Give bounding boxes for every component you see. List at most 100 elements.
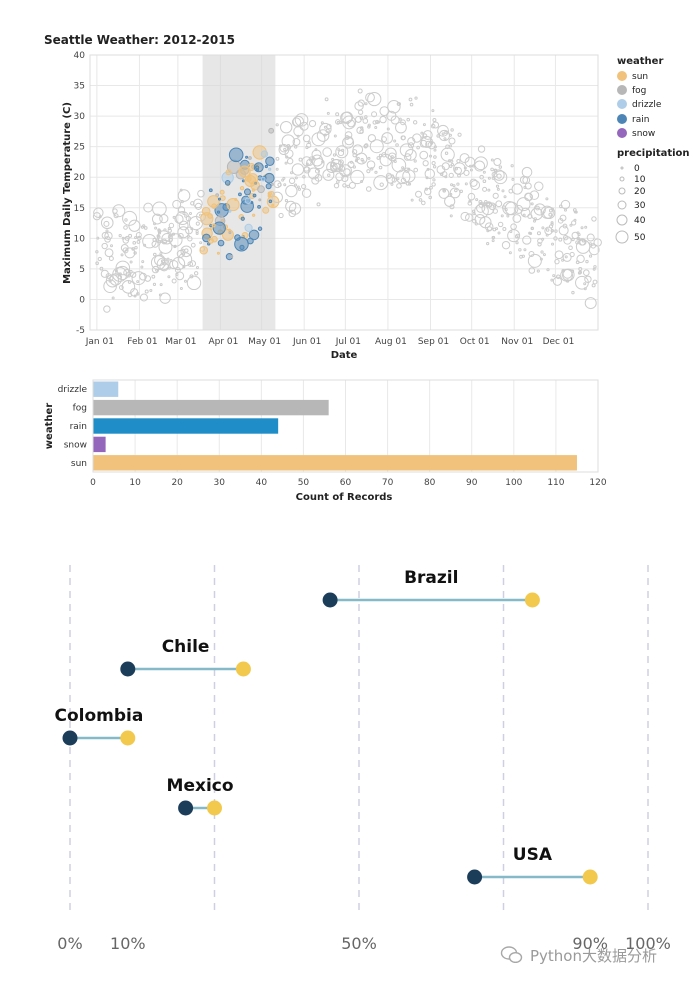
- scatter-point: [452, 184, 456, 188]
- scatter-y-tick-label: 15: [74, 204, 85, 214]
- scatter-point: [491, 239, 495, 243]
- legend-size-20: 20: [618, 187, 646, 197]
- scatter-point: [520, 207, 531, 218]
- scatter-point: [336, 120, 340, 124]
- scatter-point: [510, 223, 517, 230]
- scatter-point: [575, 275, 589, 290]
- legend-item-fog[interactable]: fog: [617, 85, 646, 96]
- scatter-point: [209, 223, 213, 228]
- scatter-point: [174, 266, 181, 273]
- brush-selection[interactable]: [202, 55, 276, 330]
- scatter-point: [444, 195, 456, 207]
- scatter-point: [419, 150, 429, 160]
- scatter-point: [286, 157, 294, 165]
- scatter-point: [495, 184, 500, 188]
- scatter-point: [562, 252, 572, 262]
- scatter-point: [449, 214, 453, 218]
- scatter-point: [351, 149, 358, 155]
- bar-x-tick-label: 90: [466, 478, 478, 488]
- dumbbell-end-dot-mexico: [207, 800, 222, 816]
- scatter-point: [285, 155, 289, 159]
- legend-item-rain[interactable]: rain: [617, 114, 649, 125]
- scatter-point: [456, 182, 460, 186]
- scatter-point: [472, 212, 476, 216]
- scatter-point: [212, 221, 226, 235]
- scatter-point: [323, 133, 327, 137]
- legend-size-swatch-0: [620, 166, 624, 170]
- scatter-point: [432, 165, 437, 169]
- scatter-point: [131, 247, 135, 251]
- scatter-point: [379, 115, 387, 124]
- scatter-point: [339, 168, 343, 172]
- legend-label-rain: rain: [632, 115, 649, 125]
- scatter-point: [130, 271, 137, 278]
- legend-size-10: 10: [619, 175, 646, 185]
- scatter-point: [450, 163, 454, 167]
- legend-item-sun[interactable]: sun: [617, 71, 648, 82]
- legend-swatch-fog: [617, 85, 627, 95]
- scatter-point: [151, 213, 163, 225]
- bar-x-tick-label: 0: [90, 478, 96, 488]
- scatter-point: [359, 129, 364, 134]
- scatter-points: [92, 88, 602, 313]
- scatter-point: [246, 237, 254, 245]
- scatter-point: [479, 174, 484, 180]
- scatter-point: [307, 141, 311, 145]
- scatter-point: [433, 148, 437, 152]
- scatter-point: [335, 112, 340, 117]
- legend-size-label-20: 20: [634, 187, 646, 197]
- scatter-point: [420, 131, 424, 135]
- scatter-point: [364, 143, 369, 148]
- scatter-point: [320, 121, 324, 125]
- scatter-point: [180, 245, 193, 258]
- scatter-point: [364, 115, 368, 119]
- scatter-point: [474, 156, 488, 171]
- scatter-point: [337, 148, 341, 152]
- bar-x-tick-label: 50: [298, 478, 310, 488]
- scatter-frame: [89, 54, 599, 331]
- bar-x-tick-label: 10: [129, 478, 141, 488]
- scatter-point: [166, 257, 170, 261]
- scatter-point: [412, 133, 422, 143]
- scatter-point: [592, 267, 596, 271]
- wechat-icon: [500, 946, 523, 964]
- scatter-point: [365, 92, 375, 103]
- scatter-point: [574, 210, 578, 214]
- scatter-point: [523, 248, 527, 252]
- scatter-point: [289, 171, 293, 175]
- scatter-point: [294, 113, 309, 127]
- bar-snow: [93, 436, 106, 453]
- scatter-point: [327, 173, 331, 177]
- legend-item-drizzle[interactable]: drizzle: [617, 99, 662, 110]
- scatter-point: [211, 235, 218, 243]
- scatter-point: [129, 260, 133, 264]
- scatter-point: [311, 176, 320, 185]
- bar-y-tick-label: rain: [70, 422, 87, 432]
- scatter-point: [497, 231, 501, 235]
- scatter-point: [515, 241, 519, 245]
- scatter-point: [373, 175, 389, 191]
- scatter-point: [172, 199, 182, 209]
- scatter-point: [459, 153, 470, 164]
- scatter-point: [486, 226, 493, 232]
- scatter-point: [491, 235, 496, 240]
- scatter-point: [207, 242, 211, 246]
- scatter-point: [448, 137, 456, 145]
- scatter-point: [501, 205, 506, 210]
- scatter-point: [260, 176, 266, 182]
- scatter-point: [502, 226, 507, 231]
- legend-item-snow[interactable]: snow: [617, 128, 655, 139]
- bar-x-tick-label: 120: [589, 478, 606, 488]
- scatter-point: [478, 199, 483, 204]
- scatter-point: [548, 212, 553, 217]
- scatter-point: [501, 189, 505, 193]
- scatter-point: [468, 164, 472, 168]
- scatter-point: [539, 257, 543, 261]
- scatter-y-tick-label: 0: [79, 295, 85, 305]
- scatter-point: [576, 254, 585, 264]
- scatter-point: [346, 184, 350, 189]
- dumbbell-x-tick-label: 100%: [625, 934, 671, 953]
- scatter-point: [413, 167, 419, 173]
- scatter-point: [177, 189, 191, 202]
- scatter-point: [407, 137, 416, 146]
